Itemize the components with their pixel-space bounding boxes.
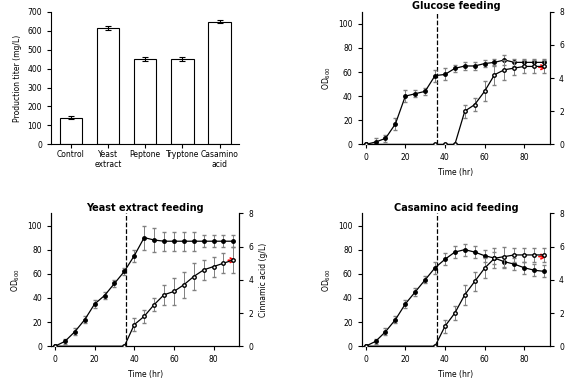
Y-axis label: Cinnamic acid (g/L): Cinnamic acid (g/L) [259,243,268,317]
Bar [209,21,231,144]
Bar [60,118,82,144]
Bar [134,59,156,144]
Title: Casamino acid feeding: Casamino acid feeding [393,203,518,213]
Bar [97,28,119,144]
X-axis label: Time (hr): Time (hr) [128,370,163,379]
Y-axis label: OD$_{600}$: OD$_{600}$ [10,268,22,292]
Title: Glucose feeding: Glucose feeding [412,1,500,11]
X-axis label: Time (hr): Time (hr) [438,168,473,177]
Bar [171,59,193,144]
X-axis label: Time (hr): Time (hr) [438,370,473,379]
Title: Yeast extract feeding: Yeast extract feeding [86,203,204,213]
Y-axis label: OD$_{600}$: OD$_{600}$ [320,268,333,292]
Y-axis label: Production titer (mg/L): Production titer (mg/L) [13,34,22,122]
Y-axis label: OD$_{600}$: OD$_{600}$ [320,66,333,90]
